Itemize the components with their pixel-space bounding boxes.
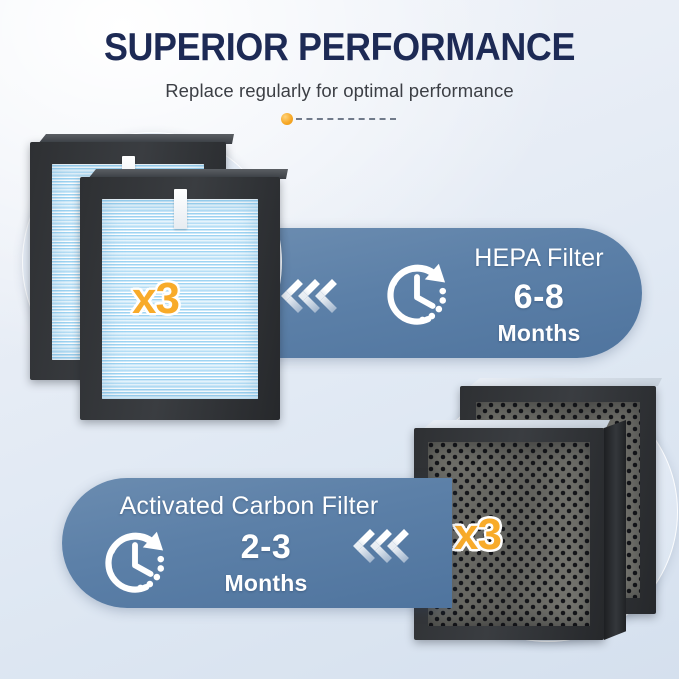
carbon-lifespan-range: 2-3 — [240, 528, 292, 566]
hepa-clock-refresh-icon — [378, 256, 456, 334]
page-title: SUPERIOR PERFORMANCE — [103, 26, 576, 69]
carbon-clock-refresh-icon — [96, 524, 174, 602]
hepa-quantity-label: x3 — [131, 274, 182, 323]
carbon-lifespan-unit: Months — [224, 570, 308, 596]
hepa-banner: HEPA Filter 6-8 Months — [254, 228, 642, 358]
carbon-filter-front: x3 — [414, 420, 629, 643]
divider-dashed-line — [296, 118, 396, 120]
carbon-quantity-label: x3 — [453, 510, 504, 559]
hepa-product-name: HEPA Filter — [474, 244, 604, 272]
carbon-banner: Activated Carbon Filter 2-3 Months — [62, 478, 452, 608]
hepa-filter-image: x3 — [22, 132, 290, 420]
hepa-filter-front: x3 — [80, 177, 285, 422]
carbon-chevron-left-icon — [353, 526, 421, 563]
hepa-chevron-left-icon — [281, 276, 349, 313]
hepa-lifespan-range: 6-8 — [513, 278, 565, 316]
header: SUPERIOR PERFORMANCE Replace regularly f… — [0, 0, 679, 102]
carbon-filter-image: x3 — [404, 378, 679, 640]
divider-dot-icon — [281, 113, 293, 125]
divider-ornament — [281, 112, 401, 126]
carbon-product-name: Activated Carbon Filter — [119, 492, 379, 520]
page-subtitle: Replace regularly for optimal performanc… — [165, 80, 514, 101]
hepa-lifespan-unit: Months — [497, 320, 581, 346]
